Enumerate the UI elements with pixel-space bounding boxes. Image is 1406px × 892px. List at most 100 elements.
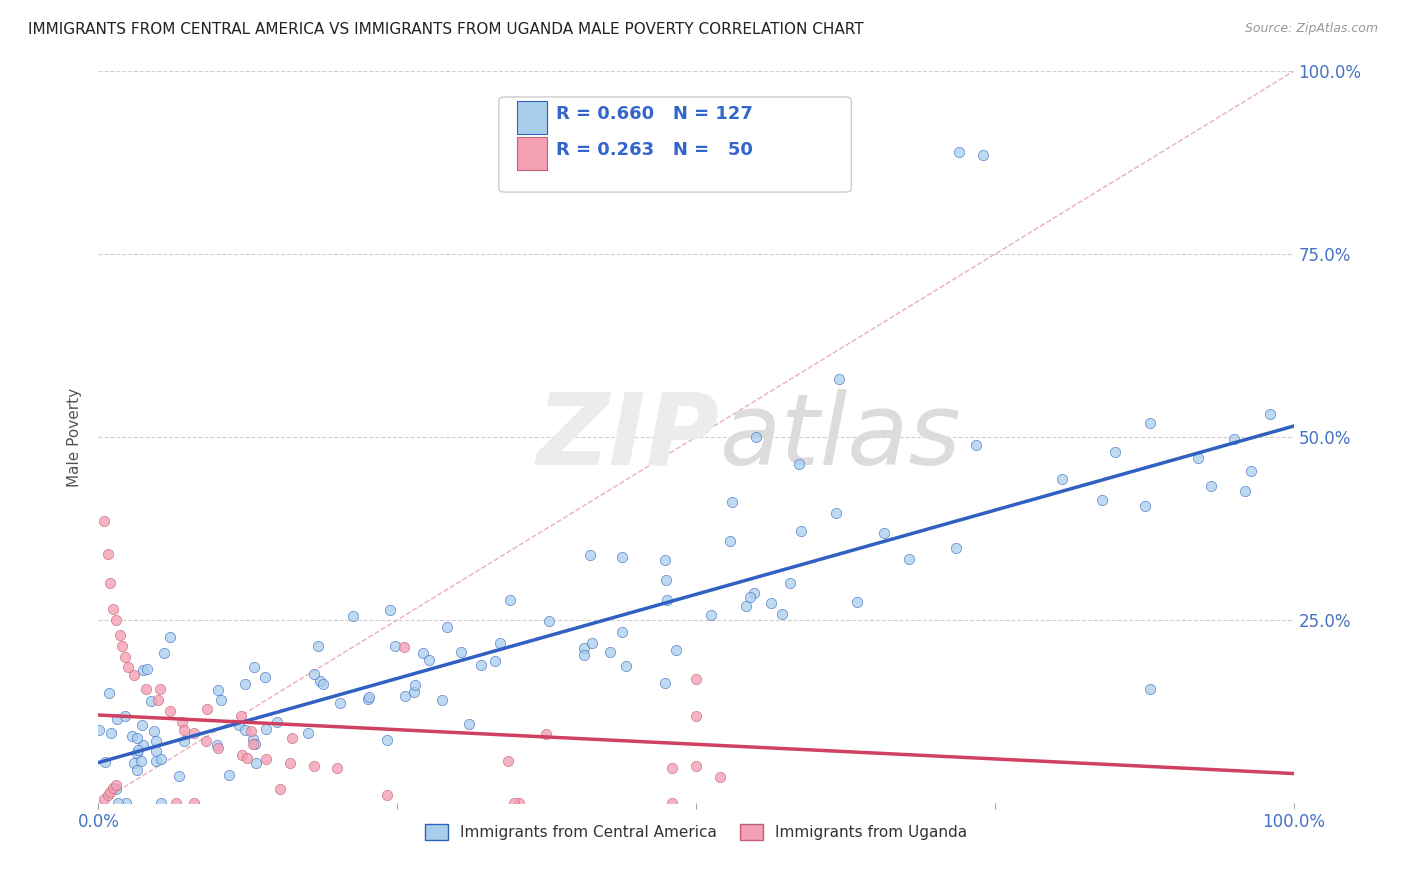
Point bbox=[254, 722, 277, 736]
Point bbox=[148, 693, 170, 707]
Point bbox=[117, 660, 139, 674]
Point bbox=[488, 636, 510, 650]
Point bbox=[654, 553, 676, 567]
Point bbox=[384, 639, 406, 653]
Point bbox=[457, 716, 479, 731]
Point bbox=[612, 550, 634, 565]
Point bbox=[581, 636, 603, 650]
Point bbox=[114, 708, 136, 723]
Point bbox=[207, 740, 229, 755]
Point bbox=[281, 731, 304, 746]
Point bbox=[496, 754, 519, 768]
Point bbox=[235, 751, 257, 765]
Point bbox=[111, 639, 134, 653]
Point bbox=[307, 639, 329, 653]
Text: IMMIGRANTS FROM CENTRAL AMERICA VS IMMIGRANTS FROM UGANDA MALE POVERTY CORRELATI: IMMIGRANTS FROM CENTRAL AMERICA VS IMMIG… bbox=[28, 22, 863, 37]
Point bbox=[101, 602, 124, 616]
Point bbox=[404, 678, 426, 692]
Point bbox=[484, 655, 506, 669]
Point bbox=[114, 649, 136, 664]
Point bbox=[394, 640, 416, 654]
Point bbox=[654, 675, 676, 690]
Point bbox=[761, 596, 783, 610]
Point bbox=[278, 756, 301, 770]
Point bbox=[579, 548, 602, 562]
Point bbox=[378, 602, 401, 616]
Point bbox=[254, 670, 277, 684]
Point bbox=[357, 692, 380, 706]
Point bbox=[245, 756, 267, 770]
Point bbox=[412, 646, 434, 660]
Point bbox=[394, 689, 416, 703]
Point bbox=[145, 754, 167, 768]
Point bbox=[326, 761, 349, 775]
Point bbox=[508, 796, 530, 810]
Point bbox=[183, 796, 205, 810]
Point bbox=[740, 591, 762, 605]
Point bbox=[302, 759, 325, 773]
Point bbox=[685, 672, 707, 686]
Point bbox=[1199, 479, 1222, 493]
Point bbox=[377, 732, 399, 747]
Text: ZIP: ZIP bbox=[537, 389, 720, 485]
Point bbox=[254, 752, 277, 766]
Point bbox=[97, 789, 120, 803]
Point bbox=[342, 609, 364, 624]
Point bbox=[610, 625, 633, 640]
Point bbox=[436, 620, 458, 634]
Point bbox=[129, 754, 152, 768]
Point bbox=[233, 723, 256, 738]
Point bbox=[97, 547, 120, 561]
Point bbox=[1187, 451, 1209, 466]
Point bbox=[965, 438, 987, 452]
Point bbox=[197, 701, 219, 715]
Point bbox=[1091, 493, 1114, 508]
Point bbox=[107, 796, 129, 810]
Point bbox=[721, 495, 744, 509]
Point bbox=[228, 717, 250, 731]
Point bbox=[159, 705, 181, 719]
Point bbox=[159, 631, 181, 645]
Point bbox=[709, 771, 731, 785]
Point bbox=[845, 594, 868, 608]
Point bbox=[145, 744, 167, 758]
Point bbox=[418, 653, 440, 667]
Text: Source: ZipAtlas.com: Source: ZipAtlas.com bbox=[1244, 22, 1378, 36]
Point bbox=[537, 614, 560, 628]
Point bbox=[235, 677, 257, 691]
FancyBboxPatch shape bbox=[517, 137, 547, 170]
Point bbox=[599, 645, 621, 659]
Point bbox=[309, 674, 332, 689]
Point bbox=[1104, 445, 1126, 459]
Point bbox=[94, 755, 117, 769]
Point bbox=[685, 709, 707, 723]
Point bbox=[1258, 408, 1281, 422]
Point bbox=[105, 712, 128, 726]
Point bbox=[1233, 484, 1256, 499]
Point bbox=[172, 715, 194, 730]
Point bbox=[183, 726, 205, 740]
Point bbox=[742, 586, 765, 600]
Point bbox=[779, 576, 801, 591]
Point bbox=[534, 726, 557, 740]
Point bbox=[207, 683, 229, 698]
Point bbox=[266, 715, 288, 730]
Point bbox=[948, 145, 970, 159]
Legend: Immigrants from Central America, Immigrants from Uganda: Immigrants from Central America, Immigra… bbox=[419, 818, 973, 847]
Point bbox=[122, 756, 145, 770]
Point bbox=[115, 796, 138, 810]
Point bbox=[1050, 472, 1073, 486]
Point bbox=[100, 726, 122, 740]
Point bbox=[153, 646, 176, 660]
Point bbox=[745, 430, 768, 444]
Point bbox=[1133, 500, 1156, 514]
Point bbox=[165, 796, 187, 810]
Point bbox=[125, 763, 148, 777]
Point bbox=[239, 723, 262, 738]
Point bbox=[375, 788, 398, 802]
FancyBboxPatch shape bbox=[517, 101, 547, 134]
Point bbox=[149, 681, 172, 696]
Point bbox=[402, 685, 425, 699]
Point bbox=[945, 541, 967, 555]
Point bbox=[195, 733, 218, 747]
